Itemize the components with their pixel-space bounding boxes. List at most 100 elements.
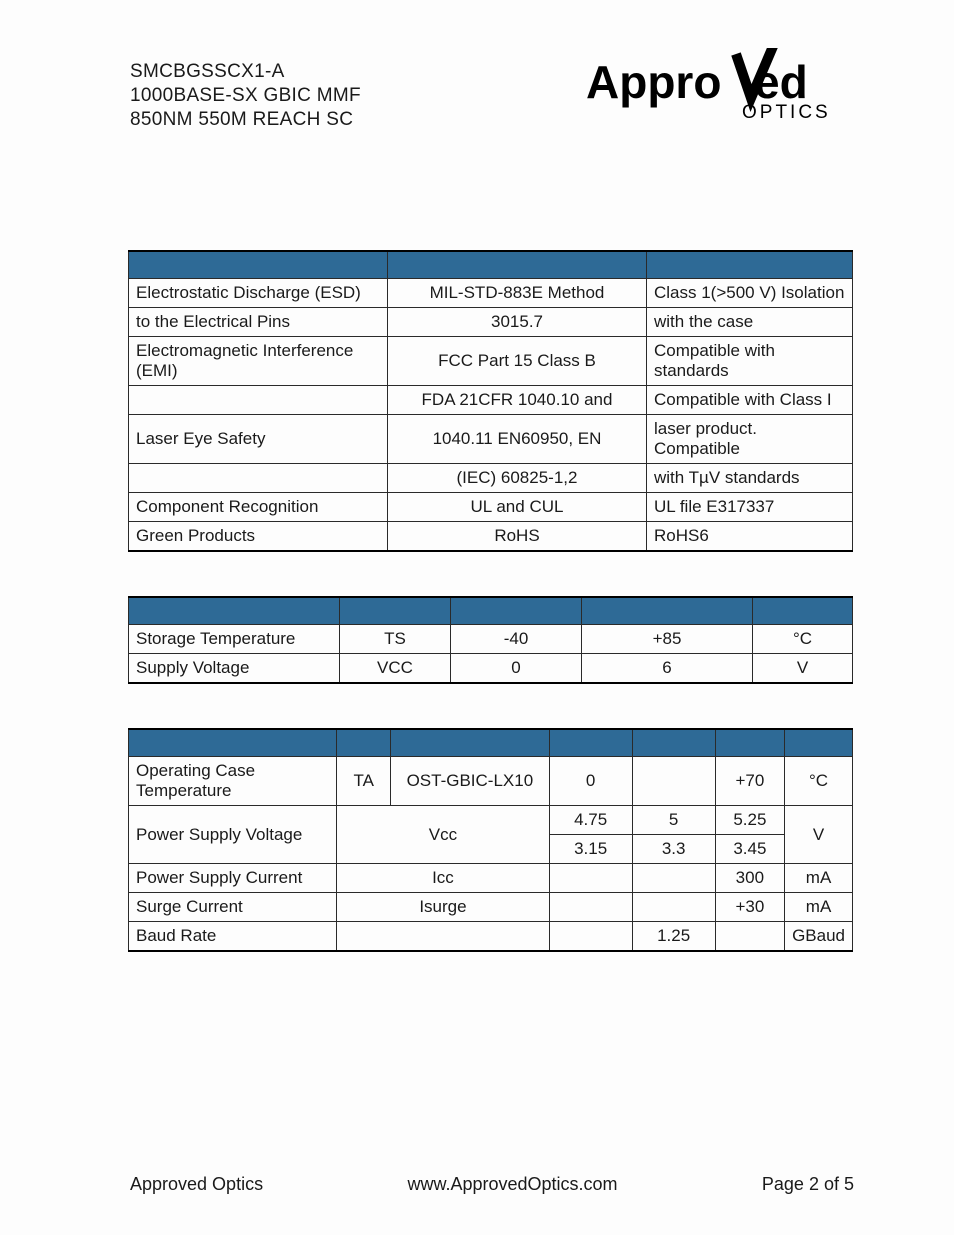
table-row: Surge Current Isurge +30 mA (129, 893, 853, 922)
table-header-row (129, 729, 853, 757)
cell: 3.15 (549, 835, 632, 864)
cell: UL file E317337 (647, 493, 853, 522)
cell: mA (785, 893, 853, 922)
cell: laser product. Compatible (647, 415, 853, 464)
table-row: (IEC) 60825-1,2 with TµV standards (129, 464, 853, 493)
cell: 6 (582, 654, 753, 684)
cell: Electromagnetic Interference (EMI) (129, 337, 388, 386)
cell: +30 (715, 893, 784, 922)
cell: 1040.11 EN60950, EN (388, 415, 647, 464)
cell: °C (753, 625, 853, 654)
cell: Laser Eye Safety (129, 415, 388, 464)
cell: 3.3 (632, 835, 715, 864)
footer-company: Approved Optics (130, 1174, 263, 1195)
cell: 5 (632, 806, 715, 835)
cell: 3.45 (715, 835, 784, 864)
cell: (IEC) 60825-1,2 (388, 464, 647, 493)
cell: to the Electrical Pins (129, 308, 388, 337)
cell: 300 (715, 864, 784, 893)
cell: UL and CUL (388, 493, 647, 522)
table-row: Electromagnetic Interference (EMI) FCC P… (129, 337, 853, 386)
cell: TS (340, 625, 451, 654)
cell: 5.25 (715, 806, 784, 835)
cell (129, 464, 388, 493)
cell: VCC (340, 654, 451, 684)
footer-page-number: Page 2 of 5 (762, 1174, 854, 1195)
cell: mA (785, 864, 853, 893)
cell: Component Recognition (129, 493, 388, 522)
cell: OST-GBIC-LX10 (391, 757, 550, 806)
cell: RoHS6 (647, 522, 853, 552)
cell: MIL-STD-883E Method (388, 279, 647, 308)
cell: with the case (647, 308, 853, 337)
cell (549, 922, 632, 952)
cell: 3015.7 (388, 308, 647, 337)
table-row: Power Supply Current Icc 300 mA (129, 864, 853, 893)
cell: Storage Temperature (129, 625, 340, 654)
cell: Isurge (337, 893, 549, 922)
cell: 0 (549, 757, 632, 806)
cell: Vcc (337, 806, 549, 864)
absolute-maximum-ratings-table: Storage Temperature TS -40 +85 °C Supply… (128, 596, 853, 684)
table-row: Storage Temperature TS -40 +85 °C (129, 625, 853, 654)
cell: 0 (451, 654, 582, 684)
cell: -40 (451, 625, 582, 654)
table-row: Operating Case Temperature TA OST-GBIC-L… (129, 757, 853, 806)
footer-url: www.ApprovedOptics.com (407, 1174, 617, 1195)
table-row: Power Supply Voltage Vcc 4.75 5 5.25 V (129, 806, 853, 835)
logo-subtext: OPTICS (742, 102, 831, 123)
cell: V (785, 806, 853, 864)
approved-optics-logo: Appro ed OPTICS (586, 48, 856, 126)
cell: Compatible with Class I (647, 386, 853, 415)
header-line-1: SMCBGSSCX1-A (130, 60, 361, 84)
recommended-operating-conditions-table: Operating Case Temperature TA OST-GBIC-L… (128, 728, 853, 952)
cell (549, 864, 632, 893)
cell: 1.25 (632, 922, 715, 952)
table-row: Baud Rate 1.25 GBaud (129, 922, 853, 952)
cell (549, 893, 632, 922)
cell: +70 (715, 757, 784, 806)
table-row: Laser Eye Safety 1040.11 EN60950, EN las… (129, 415, 853, 464)
cell: Baud Rate (129, 922, 337, 952)
table-row: Green Products RoHS RoHS6 (129, 522, 853, 552)
cell (632, 864, 715, 893)
cell: V (753, 654, 853, 684)
cell: °C (785, 757, 853, 806)
cell: RoHS (388, 522, 647, 552)
cell (632, 757, 715, 806)
table-row: Component Recognition UL and CUL UL file… (129, 493, 853, 522)
product-header: SMCBGSSCX1-A 1000BASE-SX GBIC MMF 850NM … (130, 60, 361, 131)
table-header-row (129, 251, 853, 279)
table-row: Supply Voltage VCC 0 6 V (129, 654, 853, 684)
cell (129, 386, 388, 415)
table-header-row (129, 597, 853, 625)
cell: Compatible with standards (647, 337, 853, 386)
cell (337, 922, 549, 952)
cell: FCC Part 15 Class B (388, 337, 647, 386)
cell: +85 (582, 625, 753, 654)
regulatory-compliance-table: Electrostatic Discharge (ESD) MIL-STD-88… (128, 250, 853, 552)
cell: Electrostatic Discharge (ESD) (129, 279, 388, 308)
cell: Class 1(>500 V) Isolation (647, 279, 853, 308)
cell: Surge Current (129, 893, 337, 922)
cell: FDA 21CFR 1040.10 and (388, 386, 647, 415)
cell: Supply Voltage (129, 654, 340, 684)
cell (715, 922, 784, 952)
svg-text:Appro: Appro (586, 56, 721, 108)
cell: Power Supply Voltage (129, 806, 337, 864)
cell: Power Supply Current (129, 864, 337, 893)
table-row: Electrostatic Discharge (ESD) MIL-STD-88… (129, 279, 853, 308)
table-row: FDA 21CFR 1040.10 and Compatible with Cl… (129, 386, 853, 415)
header-line-3: 850NM 550M REACH SC (130, 108, 361, 132)
cell: Green Products (129, 522, 388, 552)
table-row: to the Electrical Pins 3015.7 with the c… (129, 308, 853, 337)
header-line-2: 1000BASE-SX GBIC MMF (130, 84, 361, 108)
cell: with TµV standards (647, 464, 853, 493)
cell: 4.75 (549, 806, 632, 835)
cell: Operating Case Temperature (129, 757, 337, 806)
page-footer: Approved Optics www.ApprovedOptics.com P… (130, 1174, 854, 1195)
cell: Icc (337, 864, 549, 893)
cell (632, 893, 715, 922)
cell: TA (337, 757, 391, 806)
cell: GBaud (785, 922, 853, 952)
